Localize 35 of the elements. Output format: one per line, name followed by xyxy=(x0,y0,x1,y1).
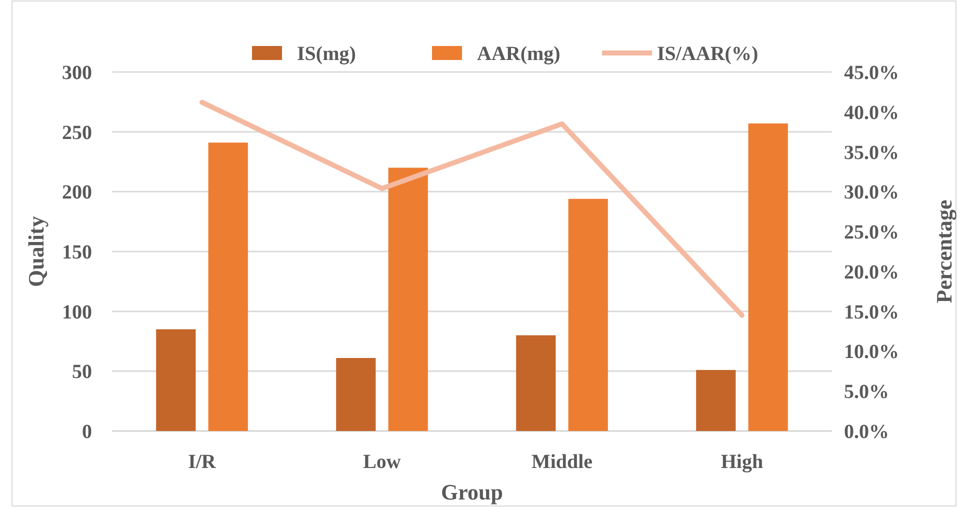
bar xyxy=(568,198,608,431)
y2-tick-label: 25.0% xyxy=(844,222,899,244)
bar xyxy=(696,370,736,431)
y2-tick-label: 45.0% xyxy=(844,62,899,84)
y2-tick-label: 10.0% xyxy=(844,341,899,364)
x-tick-label: I/R xyxy=(188,451,216,473)
bar xyxy=(208,142,248,431)
bar xyxy=(336,358,376,431)
x-tick-label: Low xyxy=(363,451,402,473)
bar xyxy=(516,335,556,431)
y2-axis-title: Percentage xyxy=(932,200,957,304)
y2-tick-label: 20.0% xyxy=(844,261,899,284)
y-tick-label: 250 xyxy=(62,122,92,144)
y2-tick-label: 30.0% xyxy=(844,182,899,204)
y2-tick-label: 15.0% xyxy=(844,301,899,324)
bar xyxy=(748,123,788,431)
legend-label: IS(mg) xyxy=(297,43,356,65)
y-tick-label: 0 xyxy=(82,421,92,443)
legend-label: AAR(mg) xyxy=(477,43,560,65)
y-tick-label: 50 xyxy=(72,361,92,384)
bar xyxy=(388,168,428,431)
x-axis-title: Group xyxy=(441,480,503,505)
y2-tick-label: 5.0% xyxy=(844,381,889,404)
y-tick-label: 300 xyxy=(62,62,92,84)
legend-label: IS/AAR(%) xyxy=(657,43,758,65)
y2-tick-label: 35.0% xyxy=(844,142,899,164)
x-tick-label: High xyxy=(720,451,764,473)
y-tick-label: 150 xyxy=(62,242,92,264)
y2-tick-label: 40.0% xyxy=(844,102,899,124)
y-tick-label: 200 xyxy=(62,182,92,204)
y2-tick-label: 0.0% xyxy=(844,421,889,443)
y-tick-label: 100 xyxy=(62,301,92,324)
x-tick-label: Middle xyxy=(531,451,593,473)
y-axis-title: Quality xyxy=(24,216,49,287)
bar xyxy=(156,329,196,431)
